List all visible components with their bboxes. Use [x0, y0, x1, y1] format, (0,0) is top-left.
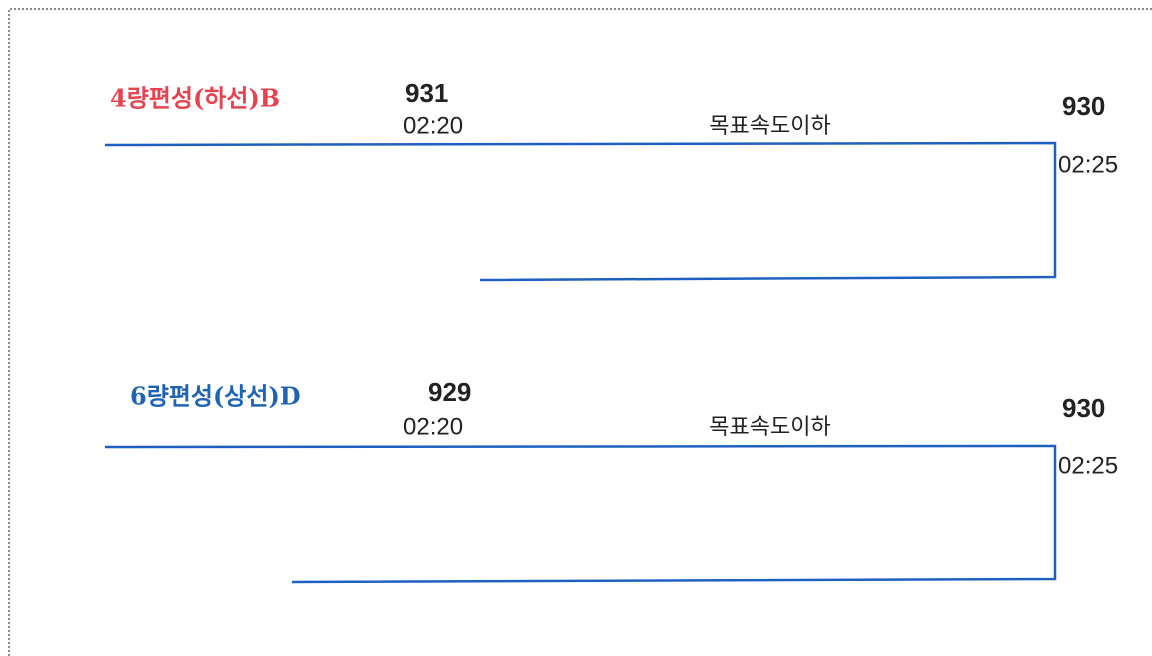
panel: 6량편성(상선)D 929 02:20 목표속도이하 930 02:25 [104, 377, 1118, 584]
end-time: 02:25 [1058, 452, 1118, 479]
panel-label: 6량편성(상선)D [130, 382, 301, 411]
start-train: 929 [428, 377, 471, 407]
end-train: 930 [1062, 91, 1105, 121]
start-train: 931 [405, 78, 448, 108]
start-time: 02:20 [403, 413, 463, 440]
note: 목표속도이하 [709, 114, 830, 139]
border [8, 8, 1152, 656]
start-time: 02:20 [403, 112, 463, 139]
end-time: 02:25 [1058, 151, 1118, 178]
note: 목표속도이하 [709, 415, 830, 440]
track-line [104, 444, 1057, 584]
end-train: 930 [1062, 393, 1105, 423]
panel: 4량편성(하선)B 931 02:20 목표속도이하 930 02:25 [104, 78, 1118, 282]
track-line [104, 141, 1057, 282]
panel-label: 4량편성(하선)B [110, 84, 280, 113]
